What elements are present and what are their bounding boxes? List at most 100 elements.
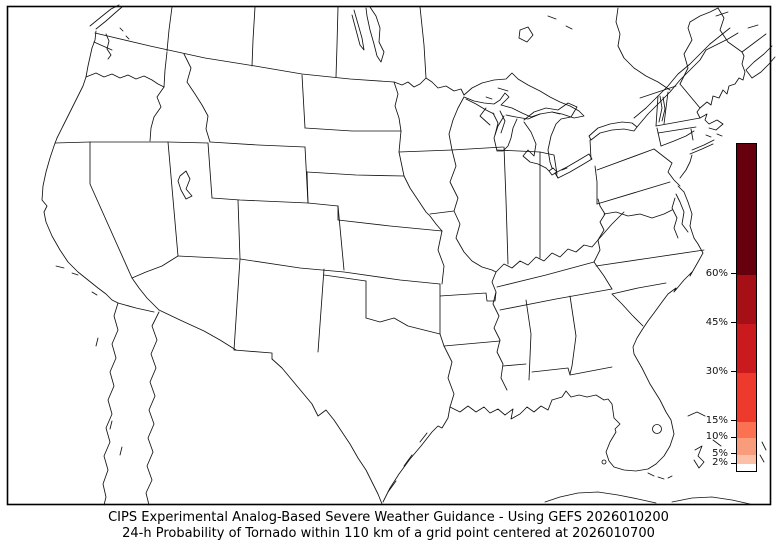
new-mexico-mexico-border bbox=[233, 349, 273, 360]
colorbar-segment bbox=[737, 274, 756, 324]
coastlines bbox=[41, 4, 767, 506]
new-mexico-texas-border bbox=[317, 268, 325, 353]
quebec-ontario-border bbox=[615, 7, 671, 91]
delaware-river-border bbox=[667, 162, 681, 187]
texas-gulf-coast bbox=[382, 406, 451, 503]
massachusetts-north-border bbox=[655, 117, 701, 127]
maine-new-brunswick-border bbox=[717, 7, 743, 53]
chesapeake-delmarva bbox=[671, 191, 695, 239]
new-hampshire-maine-border bbox=[679, 83, 701, 109]
nevada-utah-border bbox=[167, 141, 179, 257]
canada-borders bbox=[94, 6, 776, 128]
ontario-small-lakes bbox=[547, 15, 573, 30]
45n-border-ny-vt-nh bbox=[639, 85, 677, 99]
puget-sound bbox=[93, 33, 113, 60]
colorbar-segment bbox=[737, 421, 756, 439]
south-dakota-nebraska-border bbox=[306, 171, 405, 177]
lake-huron-west-shore bbox=[522, 121, 547, 169]
virginia-north-carolina-border bbox=[595, 249, 705, 267]
oregon-idaho-border bbox=[149, 86, 165, 142]
saskatchewan-manitoba-border bbox=[335, 6, 339, 78]
new-york-new-jersey-border bbox=[653, 148, 673, 164]
montana-north-dakota-border bbox=[301, 74, 306, 129]
colorbar-segment bbox=[737, 144, 756, 275]
oklahoma-panhandle-south bbox=[323, 274, 367, 282]
idaho-wyoming-border bbox=[207, 142, 213, 199]
idaho-montana-border bbox=[183, 53, 211, 143]
st-lawrence-south-shore bbox=[636, 49, 707, 128]
sonora-coast bbox=[145, 311, 160, 506]
lake-huron-georgian-bay bbox=[523, 102, 578, 169]
louisiana-coast-delta bbox=[449, 399, 553, 420]
new-york-vermont-border bbox=[655, 95, 659, 127]
potomac-md-va-border bbox=[603, 209, 673, 219]
california-nevada-border bbox=[89, 141, 133, 279]
lake-winnipeg bbox=[365, 6, 385, 63]
massachusetts-connecticut-border bbox=[657, 126, 697, 134]
prince-edward-island bbox=[747, 24, 759, 29]
kentucky-virginia-border bbox=[593, 239, 601, 263]
georgia-south-carolina-border bbox=[611, 293, 644, 327]
texas-louisiana-border bbox=[443, 345, 455, 408]
arkansas-louisiana-border bbox=[443, 340, 501, 347]
wyoming-south-colorado-north bbox=[211, 197, 339, 207]
isle-royale-apostle-islands bbox=[485, 87, 509, 100]
nevada-arizona-border bbox=[131, 255, 179, 279]
nebraska-wyoming-border bbox=[306, 171, 309, 204]
us-mexico-border-west bbox=[117, 302, 237, 351]
gaspe-peninsula bbox=[705, 32, 739, 51]
vermont-new-hampshire-border bbox=[663, 91, 669, 125]
wisconsin-illinois-border bbox=[451, 146, 504, 151]
illinois-indiana-border bbox=[503, 146, 509, 265]
lake-nipigon bbox=[518, 26, 534, 43]
manitoba-ontario-border bbox=[419, 6, 427, 79]
lake-okeechobee bbox=[652, 424, 662, 434]
37n-border-co-ks-ok bbox=[239, 258, 441, 285]
niagara-river bbox=[589, 139, 592, 160]
lake-superior-south-shore bbox=[463, 92, 541, 118]
us-canada-border-49n bbox=[94, 32, 395, 83]
colorbar-segment bbox=[737, 464, 756, 471]
mississippi-alabama-coast bbox=[551, 390, 588, 401]
pacific-coast bbox=[41, 30, 119, 304]
utah-arizona-border bbox=[177, 255, 239, 260]
pennsylvania-new-york-border bbox=[596, 148, 655, 171]
state-borders bbox=[54, 51, 705, 408]
baja-islands bbox=[95, 337, 123, 456]
colorado-kansas-border bbox=[337, 205, 345, 271]
delaware-bay-nj-coast bbox=[677, 154, 693, 193]
upper-peninsula-shore bbox=[465, 98, 541, 120]
connecticut-rhode-island-border bbox=[690, 128, 694, 141]
figure-caption: CIPS Experimental Analog-Based Severe We… bbox=[0, 510, 777, 541]
minnesota-north-border bbox=[393, 77, 465, 96]
california-arizona-border bbox=[131, 277, 160, 311]
north-south-carolina-border bbox=[611, 282, 667, 295]
florida-keys bbox=[647, 472, 673, 480]
lake-champlain bbox=[658, 95, 666, 123]
iowa-missouri-border bbox=[429, 210, 455, 215]
missouri-arkansas-border-bootheel bbox=[439, 291, 497, 302]
kansas-missouri-border bbox=[437, 230, 445, 285]
florida-west-coast bbox=[586, 394, 657, 472]
rio-grande-border bbox=[271, 358, 383, 505]
arizona-new-mexico-border bbox=[233, 258, 241, 351]
tennessee-north-carolina-border bbox=[593, 261, 613, 290]
mississippi-alabama-border bbox=[525, 299, 532, 381]
vancouver-island bbox=[89, 4, 123, 30]
san-juan-islands bbox=[119, 27, 130, 40]
colorbar-segment bbox=[737, 372, 756, 422]
florida-north-border bbox=[531, 366, 613, 376]
red-river-north-nd-mn bbox=[393, 81, 402, 132]
cuba-coast bbox=[544, 491, 751, 505]
west-virginia-virginia-border bbox=[597, 211, 625, 241]
red-river-tx-ok-border bbox=[365, 317, 441, 335]
st-lawrence-north-shore bbox=[633, 43, 711, 119]
caption-line-2: 24-h Probability of Tornado within 110 k… bbox=[122, 525, 655, 541]
minnesota-south-dakota-border bbox=[398, 130, 405, 177]
mississippi-river bbox=[449, 149, 508, 391]
minnesota-wisconsin-border bbox=[448, 96, 465, 151]
colorbar-segment bbox=[737, 454, 756, 465]
bc-alberta-border bbox=[166, 6, 173, 52]
colorbar bbox=[736, 143, 757, 472]
